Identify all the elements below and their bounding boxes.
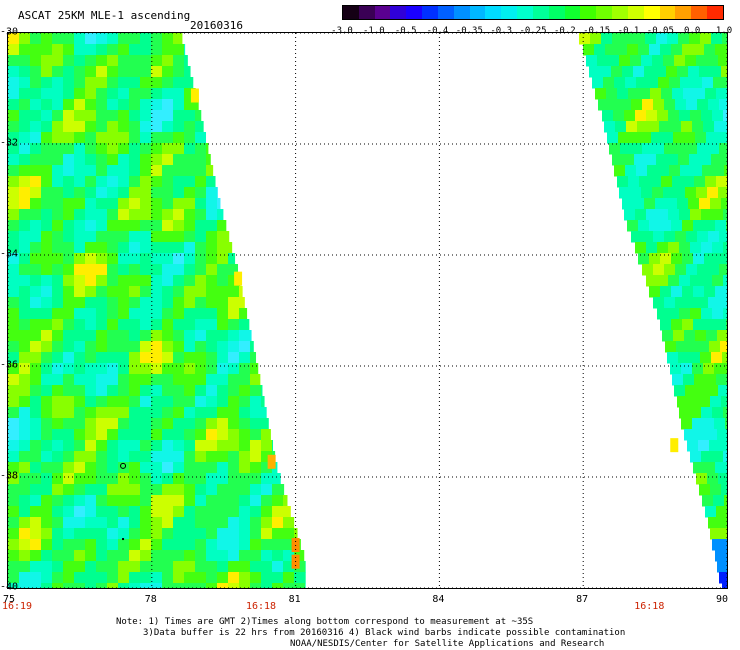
- latitude-label: -34: [0, 248, 19, 260]
- color-swatch: [580, 6, 597, 19]
- color-scale-label: -0.15: [583, 26, 611, 36]
- color-scale-label: -0.35: [455, 26, 483, 36]
- latitude-label: -30: [0, 26, 19, 38]
- latitude-label: -40: [0, 581, 19, 593]
- color-swatch: [390, 6, 407, 19]
- map-title: ASCAT 25KM MLE-1 ascending: [18, 9, 191, 22]
- longitude-label: 81: [288, 594, 301, 605]
- color-scale-label: 0.0: [684, 26, 701, 36]
- time-label: 16:19: [1, 601, 33, 612]
- color-swatch: [691, 6, 708, 19]
- note-line-1: Note: 1) Times are GMT 2)Times along bot…: [116, 617, 534, 627]
- color-swatch: [374, 6, 391, 19]
- color-scale-label: 1.0: [715, 26, 733, 36]
- color-swatch: [422, 6, 438, 19]
- credit-line: NOAA/NESDIS/Center for Satellite Applica…: [290, 639, 605, 649]
- longitude-label: 78: [144, 594, 157, 605]
- color-scale-label: -0.3: [490, 26, 512, 36]
- color-swatch: [627, 6, 644, 19]
- color-scale-label: -0.05: [646, 26, 674, 36]
- color-swatch: [612, 6, 628, 19]
- color-scale-bar: [342, 5, 724, 20]
- time-label: 16:18: [634, 601, 665, 612]
- time-label: 16:18: [245, 601, 277, 612]
- longitude-label: 75: [2, 594, 16, 605]
- color-scale-labels: -3.0 -1.0 -0.5 -0.4 -0.35 -0.3 -0.25 -0.2 -0.15-…: [325, 26, 735, 38]
- color-swatch: [707, 6, 723, 19]
- longitude-label: 84: [432, 594, 445, 605]
- color-swatch: [437, 6, 454, 19]
- color-swatch: [517, 6, 533, 19]
- color-swatch: [453, 6, 470, 19]
- color-scale-label: -0.2: [553, 26, 576, 36]
- wind-barb-marker: [122, 538, 125, 541]
- color-swatch: [659, 6, 676, 19]
- color-scale-label: -0.25: [519, 26, 547, 36]
- color-swatch: [343, 6, 359, 19]
- map-date: 20160316: [190, 19, 243, 32]
- color-scale-label: -3.0: [331, 26, 353, 36]
- color-swatch: [675, 6, 692, 19]
- scatterometer-map: [7, 32, 728, 589]
- map-canvas: [8, 33, 727, 588]
- latitude-label: -36: [0, 359, 19, 371]
- color-scale-label: -1.0: [362, 26, 385, 36]
- note-line-2: 3)Data buffer is 22 hrs from 20160316 4)…: [143, 628, 626, 638]
- color-swatch: [532, 6, 549, 19]
- color-swatch: [469, 6, 486, 19]
- color-swatch: [596, 6, 613, 19]
- color-swatch: [564, 6, 581, 19]
- color-scale-label: -0.5: [394, 26, 417, 36]
- color-swatch: [501, 6, 518, 19]
- wind-barb-marker: [120, 462, 127, 469]
- longitude-label: 90: [715, 594, 729, 605]
- color-swatch: [548, 6, 565, 19]
- latitude-label: -38: [0, 470, 19, 482]
- color-scale-label: -0.1: [617, 26, 640, 36]
- color-scale-label: -0.4: [426, 26, 449, 36]
- latitude-label: -32: [0, 137, 19, 149]
- longitude-label: 87: [576, 594, 589, 605]
- color-swatch: [406, 6, 423, 19]
- color-swatch: [485, 6, 502, 19]
- color-swatch: [643, 6, 660, 19]
- color-swatch: [358, 6, 375, 19]
